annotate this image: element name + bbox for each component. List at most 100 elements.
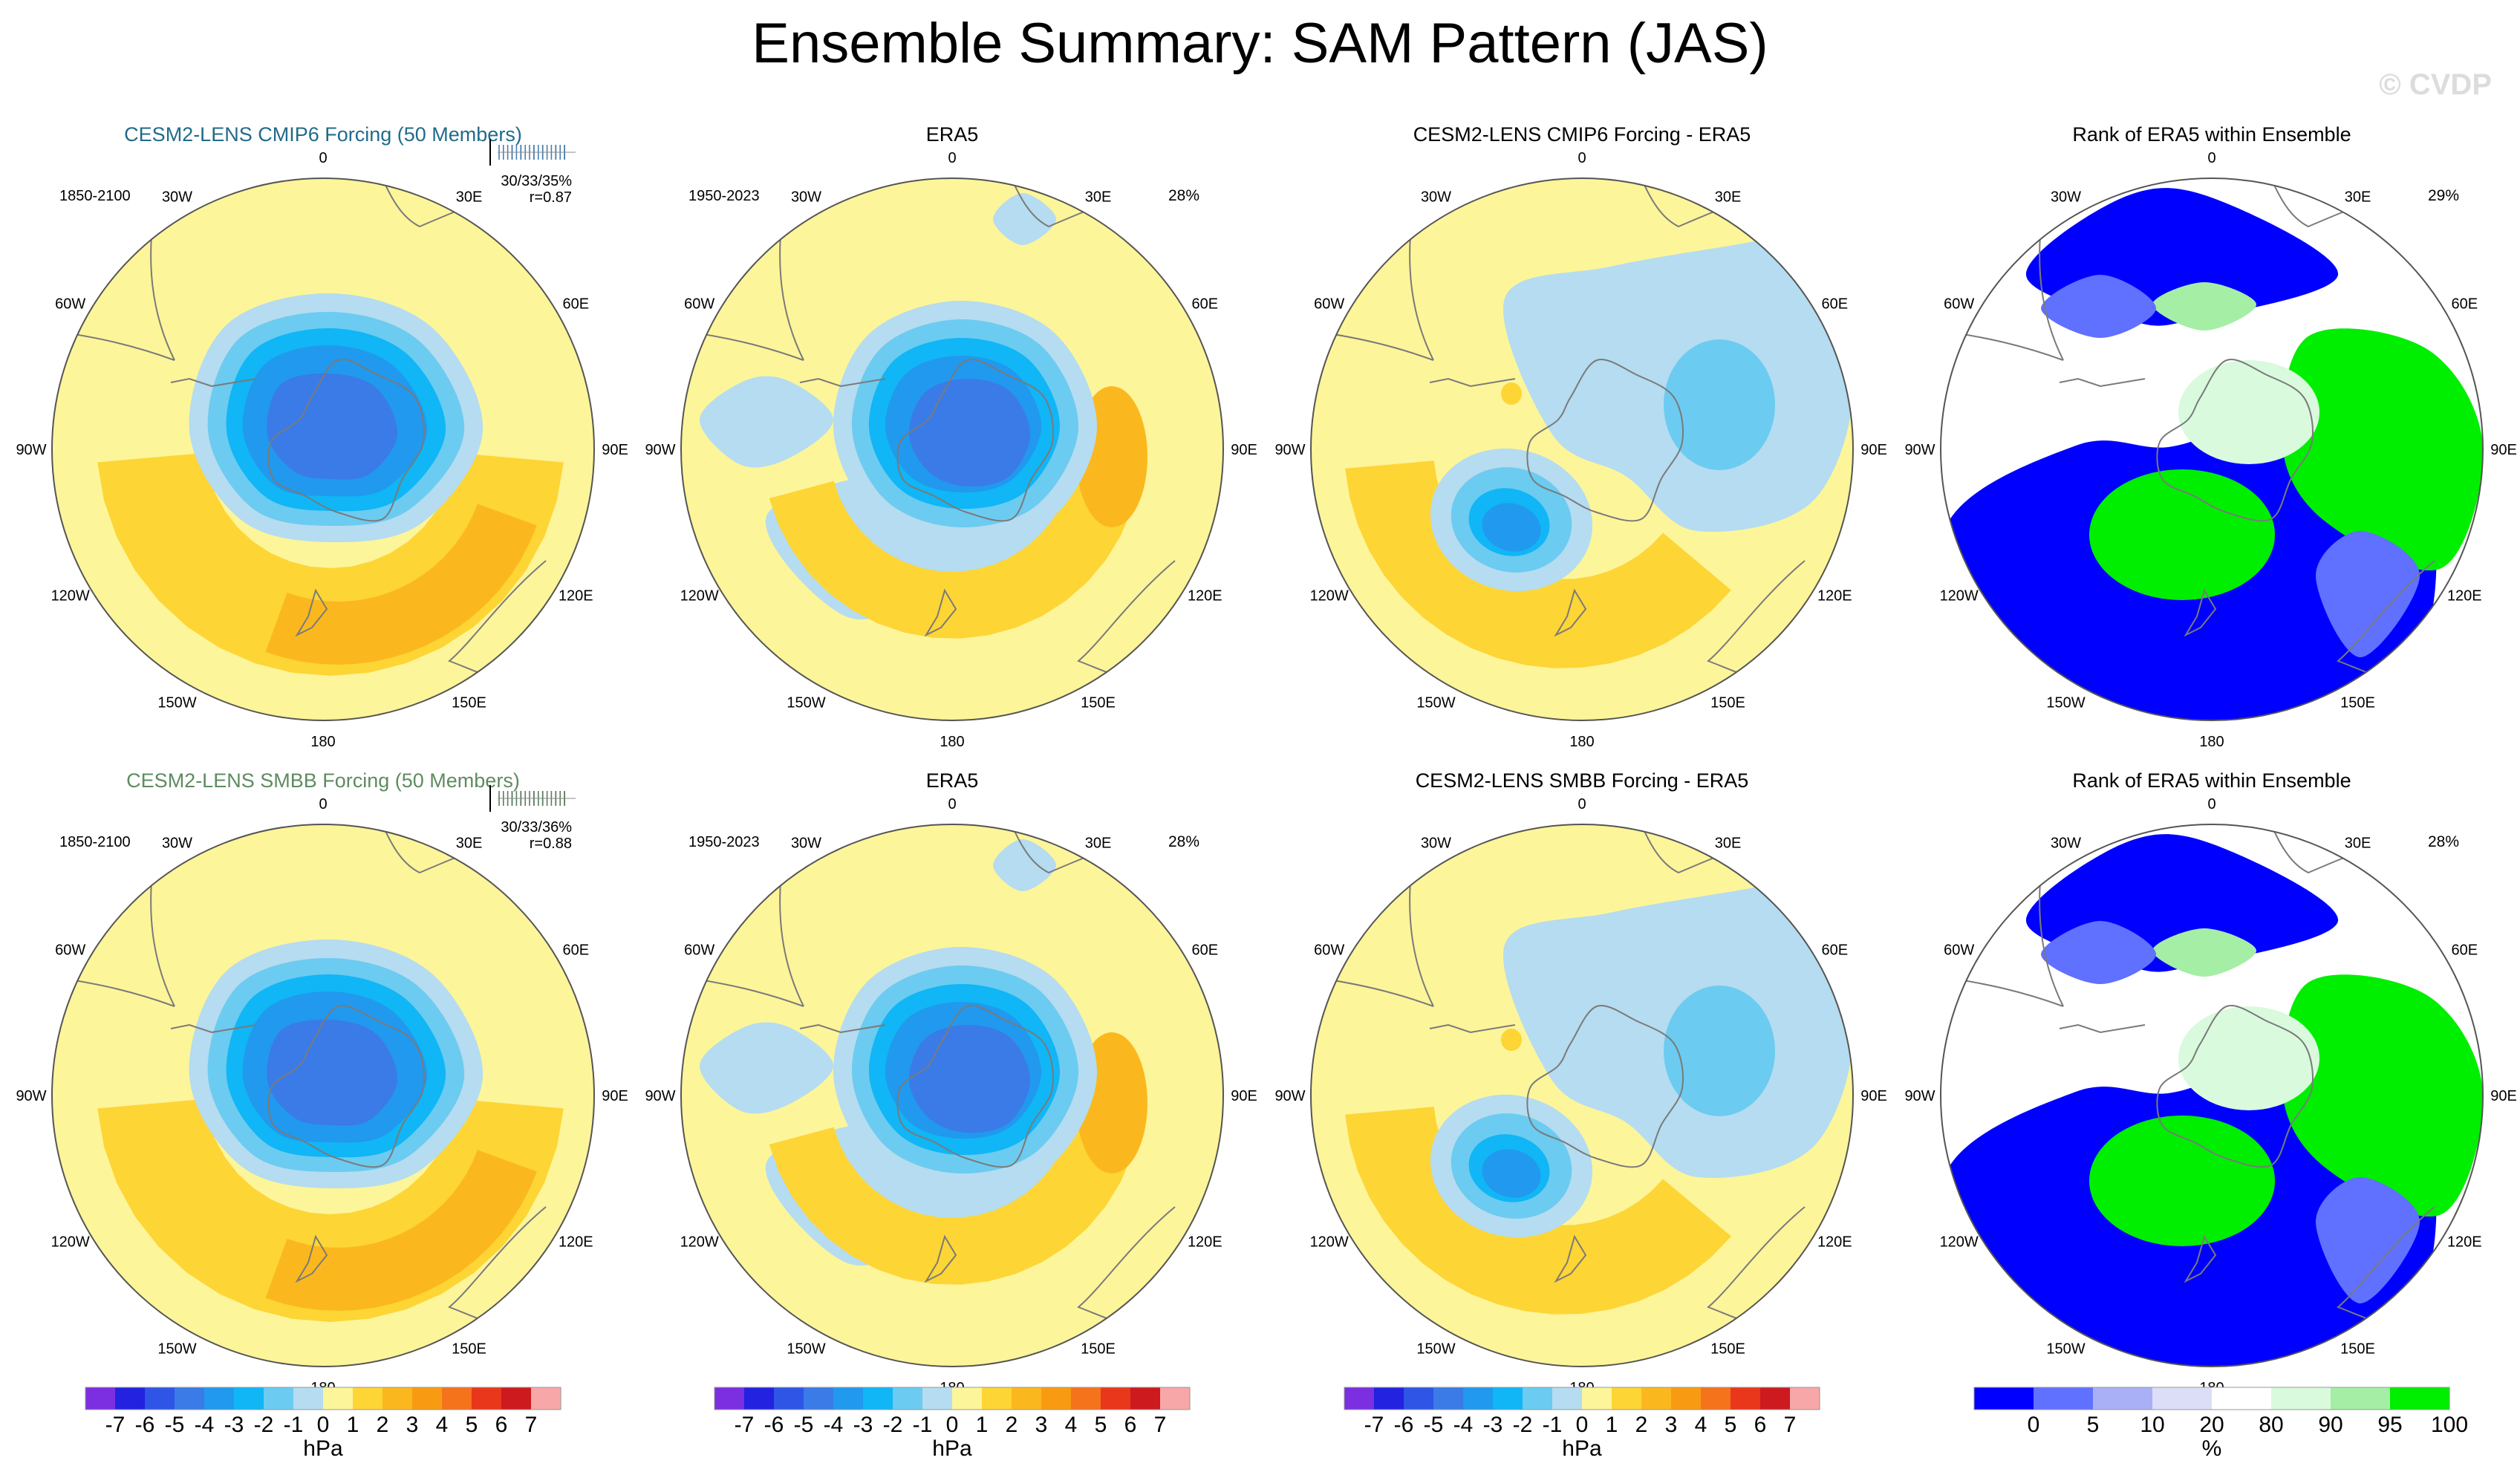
- longitude-label: 120W: [51, 1234, 90, 1251]
- colorbar-tick-label: -3: [224, 1413, 244, 1437]
- longitude-label: 150E: [2340, 1341, 2375, 1357]
- colorbar-swatch: [293, 1387, 324, 1410]
- positive-spot: [1501, 1029, 1522, 1051]
- percent-label: 29%: [2428, 187, 2459, 204]
- colorbar-tick-label: 4: [1695, 1413, 1707, 1437]
- colorbar-swatch: [2212, 1387, 2272, 1410]
- longitude-label: 120E: [2447, 588, 2482, 605]
- longitude-label: 150W: [1416, 694, 1455, 711]
- longitude-label: 180: [1569, 734, 1594, 750]
- longitude-label: 90W: [645, 1088, 675, 1104]
- percent-label: 28%: [1168, 187, 1199, 204]
- longitude-label: 90W: [1274, 442, 1305, 458]
- new-zealand: [924, 588, 957, 637]
- longitude-label: 150W: [1416, 1341, 1455, 1357]
- colorbar-hpa-3: -7 -6 -5 -4 -3 -2 -1 0 1 2 3 4 5 6 7 hPa: [1344, 1387, 1820, 1461]
- colorbar-hpa-2: -7 -6 -5 -4 -3 -2 -1 0 1 2 3 4 5 6 7 hPa: [714, 1387, 1191, 1461]
- longitude-label: 120W: [1310, 1234, 1349, 1251]
- longitude-label: 150W: [157, 1341, 196, 1357]
- longitude-label: 0: [319, 150, 327, 166]
- colorbar-swatch: [1582, 1387, 1612, 1410]
- colorbar-swatch: [1404, 1387, 1434, 1410]
- colorbar-unit: hPa: [932, 1436, 972, 1461]
- colorbar-swatch: [501, 1387, 532, 1410]
- rank-mid-center: [2178, 1006, 2319, 1110]
- colorbar-tick-label: -7: [105, 1413, 126, 1437]
- map-border: [1310, 824, 1854, 1367]
- longitude-label: 60W: [55, 296, 85, 313]
- colorbar-swatch: [115, 1387, 146, 1410]
- antarctica-coastline: [267, 359, 425, 522]
- percent-label: 28%: [2428, 833, 2459, 850]
- longitude-label: 120W: [1940, 588, 1979, 605]
- longitude-label: 90W: [16, 1088, 46, 1104]
- colorbar-tick-label: -5: [165, 1413, 185, 1437]
- colorbar-swatch: [472, 1387, 502, 1410]
- antarctic-peninsula: [1429, 1023, 1516, 1034]
- colorbar-tick-label: 6: [1124, 1413, 1137, 1437]
- antarctica-coastline: [896, 359, 1054, 522]
- negative-contour-4: [1482, 503, 1541, 552]
- longitude-label: 30W: [791, 189, 821, 206]
- colorbar-tick-label: 20: [2199, 1413, 2224, 1437]
- colorbar-rank: 0 5 10 20 80 90 95 100%: [1973, 1387, 2468, 1461]
- negative-contour-east: [1664, 986, 1775, 1116]
- rank-lowmid-east: [2316, 1177, 2420, 1303]
- longitude-label: 150E: [2340, 694, 2375, 711]
- negative-contour-4: [1482, 1149, 1541, 1198]
- colorbar-swatch: [1433, 1387, 1464, 1410]
- colorbar-swatch: [2271, 1387, 2331, 1410]
- map-border: [1940, 824, 2484, 1367]
- map-border: [51, 178, 595, 721]
- longitude-label: 150W: [2046, 1341, 2085, 1357]
- longitude-label: 90W: [645, 442, 675, 458]
- positive-anomaly-core: [265, 504, 537, 665]
- cvdp-watermark: © CVDP: [2379, 68, 2492, 101]
- rank-lowmid-east: [2316, 531, 2420, 657]
- antarctic-peninsula: [799, 377, 886, 388]
- panel-title: ERA5: [926, 123, 979, 146]
- longitude-label: 0: [319, 796, 327, 812]
- map-panel-r2c1: 030E60E90E120E150E180150W120W90W60W30WCE…: [16, 769, 628, 1396]
- antarctic-peninsula: [170, 1023, 257, 1034]
- longitude-label: 0: [2207, 796, 2215, 812]
- longitude-label: 90W: [16, 442, 46, 458]
- map-fill: [681, 178, 1223, 720]
- period-label: 1950-2023: [688, 834, 760, 850]
- colorbar-tick-label: -7: [735, 1413, 755, 1437]
- map-border: [680, 178, 1224, 721]
- colorbar-swatch: [982, 1387, 1012, 1410]
- colorbar-swatch: [774, 1387, 804, 1410]
- colorbar-swatch: [531, 1387, 561, 1410]
- longitude-label: 0: [948, 796, 956, 812]
- colorbar-swatch: [922, 1387, 953, 1410]
- longitude-label: 120E: [559, 588, 593, 605]
- colorbar-swatch: [442, 1387, 472, 1410]
- colorbar-swatch: [863, 1387, 893, 1410]
- colorbar-tick-label: 1: [347, 1413, 359, 1437]
- colorbar-tick-label: -6: [1394, 1413, 1414, 1437]
- longitude-label: 150E: [1710, 694, 1745, 711]
- longitude-label: 90E: [1231, 1088, 1257, 1104]
- ensemble-stats: 30/33/35%: [501, 173, 572, 189]
- colorbar-swatch: [382, 1387, 413, 1410]
- colorbar-unit: %: [2202, 1436, 2222, 1461]
- longitude-label: 60E: [2452, 296, 2478, 313]
- colorbar-tick-label: 1: [1606, 1413, 1618, 1437]
- colorbar-tick-label: 2: [1006, 1413, 1018, 1437]
- period-label: 1850-2100: [59, 188, 131, 204]
- colorbar-swatch: [1790, 1387, 1820, 1410]
- period-label: 1950-2023: [688, 188, 760, 204]
- longitude-label: 30W: [1421, 189, 1451, 206]
- colorbar-tick-label: 0: [2028, 1413, 2040, 1437]
- longitude-label: 120E: [1817, 588, 1852, 605]
- map-fill: [681, 824, 1223, 1367]
- colorbar-swatch: [2331, 1387, 2391, 1410]
- longitude-label: 30E: [1715, 836, 1742, 852]
- longitude-label: 60E: [1822, 296, 1849, 313]
- colorbar-swatch: [1731, 1387, 1761, 1410]
- negative-contour-5: [267, 1019, 398, 1126]
- positive-anomaly-core: [265, 1150, 537, 1311]
- colorbar-frame: [1344, 1387, 1820, 1410]
